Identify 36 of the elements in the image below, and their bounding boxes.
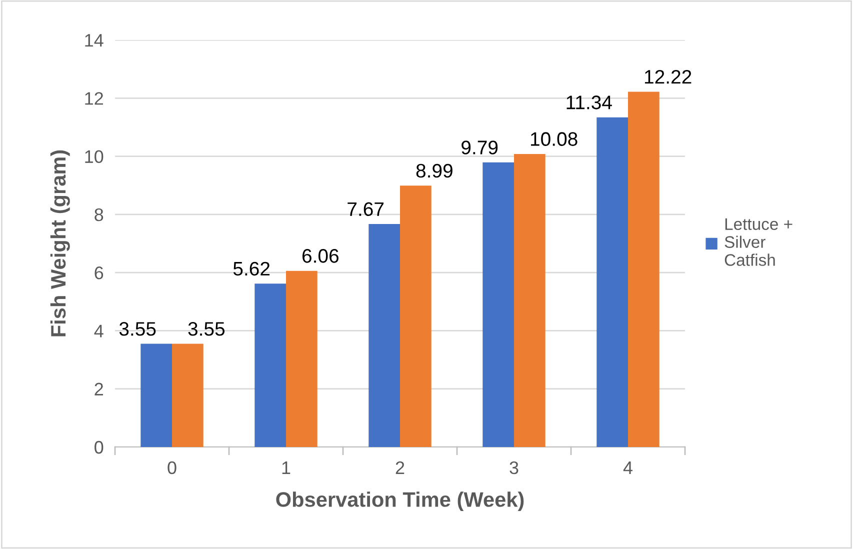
x-tick-label: 3 [510, 461, 518, 474]
bar [596, 117, 628, 447]
data-label: 8.99 [416, 164, 452, 178]
legend-label: Lettuce + Silver Catfish [724, 218, 792, 266]
x-tick-label: 1 [282, 462, 290, 474]
bar [286, 270, 318, 447]
y-tick-label: 6 [94, 266, 104, 280]
data-label: 12.22 [644, 70, 692, 84]
x-tick-label: 0 [168, 461, 176, 474]
data-label: 6.06 [302, 249, 338, 263]
y-axis-title: Fish Weight (gram) [50, 150, 70, 336]
bar [140, 344, 172, 447]
y-tick-label: 10 [85, 150, 104, 164]
bar [368, 224, 400, 447]
bar [254, 284, 286, 447]
bar [172, 344, 204, 447]
y-tick-label: 14 [85, 34, 104, 47]
data-label: 11.34 [566, 96, 612, 110]
bar [628, 92, 660, 447]
bar [514, 154, 546, 447]
y-tick-label: 4 [94, 324, 104, 338]
y-tick-label: 2 [94, 382, 103, 396]
data-label: 3.55 [188, 322, 225, 336]
bar [400, 186, 432, 447]
bar [482, 162, 514, 447]
data-label: 9.79 [462, 140, 498, 154]
data-label: 7.67 [348, 202, 384, 216]
x-tick-label: 2 [396, 461, 404, 474]
y-tick-label: 0 [94, 440, 104, 454]
y-tick-label: 8 [94, 208, 104, 222]
data-label: 5.62 [233, 262, 270, 276]
y-tick-label: 12 [85, 92, 103, 105]
data-label: 10.08 [530, 132, 578, 146]
data-label: 3.55 [119, 322, 156, 336]
x-tick-label: 4 [623, 462, 632, 474]
x-axis-title: Observation Time (Week) [276, 492, 524, 512]
